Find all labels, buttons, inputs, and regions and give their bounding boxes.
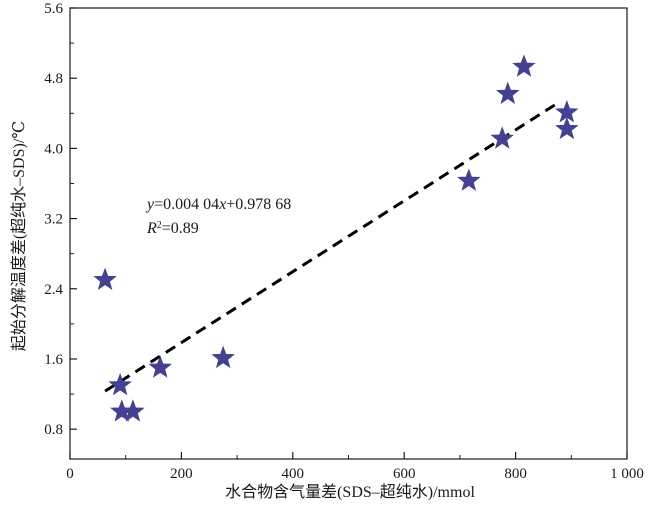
data-point-star <box>490 126 514 149</box>
data-point-star <box>496 81 520 104</box>
y-axis-title: 起始分解温度差(超纯水–SDS)/℃ <box>10 121 28 351</box>
regression-line-group <box>104 103 557 393</box>
x-tick-label: 600 <box>393 466 416 482</box>
annotation-line: y=0.004 04x+0.978 68 <box>145 196 291 213</box>
x-tick-label: 1 000 <box>610 466 644 482</box>
annotation-part: =0.89 <box>162 220 199 237</box>
y-tick-label: 2.4 <box>44 282 63 298</box>
annotation-part: R <box>146 220 157 237</box>
data-point-star <box>555 116 579 140</box>
y-tick-label: 1.6 <box>44 352 63 368</box>
axis-ticks <box>69 7 628 459</box>
annotation-part: 2 <box>157 220 162 231</box>
y-tick-label: 0.8 <box>44 422 63 438</box>
data-point-star <box>457 168 481 191</box>
data-point-star <box>512 54 536 77</box>
x-tick-label: 0 <box>66 466 74 482</box>
y-tick-label: 4.0 <box>44 141 63 157</box>
annotation-part: y <box>145 196 155 213</box>
x-tick-labels: 0 200 400 600 800 1 000 <box>66 466 644 482</box>
x-tick-label: 800 <box>504 466 527 482</box>
x-tick-label: 200 <box>170 466 193 482</box>
data-point-star <box>108 372 132 396</box>
annotation-line: R2=0.89 <box>146 220 199 238</box>
data-points <box>93 54 579 422</box>
x-tick-label: 400 <box>282 466 305 482</box>
data-point-star <box>211 345 235 369</box>
x-axis-title: 水合物含气量差(SDS–超纯水)/mmol <box>225 483 475 501</box>
data-point-star <box>93 267 117 291</box>
annotation-part: +0.978 68 <box>226 196 291 213</box>
annotation-part: =0.004 04 <box>154 196 219 213</box>
fit-annotation: y=0.004 04x+0.978 68 R2=0.89 <box>145 196 291 237</box>
data-point-star <box>121 399 145 422</box>
y-tick-labels: 0.8 1.6 2.4 3.2 4.0 4.8 5.6 <box>44 1 63 438</box>
data-point-star <box>148 355 172 378</box>
annotation-part: x <box>218 196 226 213</box>
y-tick-label: 5.6 <box>44 1 63 17</box>
regression-line <box>104 103 557 393</box>
y-tick-label: 3.2 <box>44 212 63 228</box>
y-tick-label: 4.8 <box>44 71 63 87</box>
